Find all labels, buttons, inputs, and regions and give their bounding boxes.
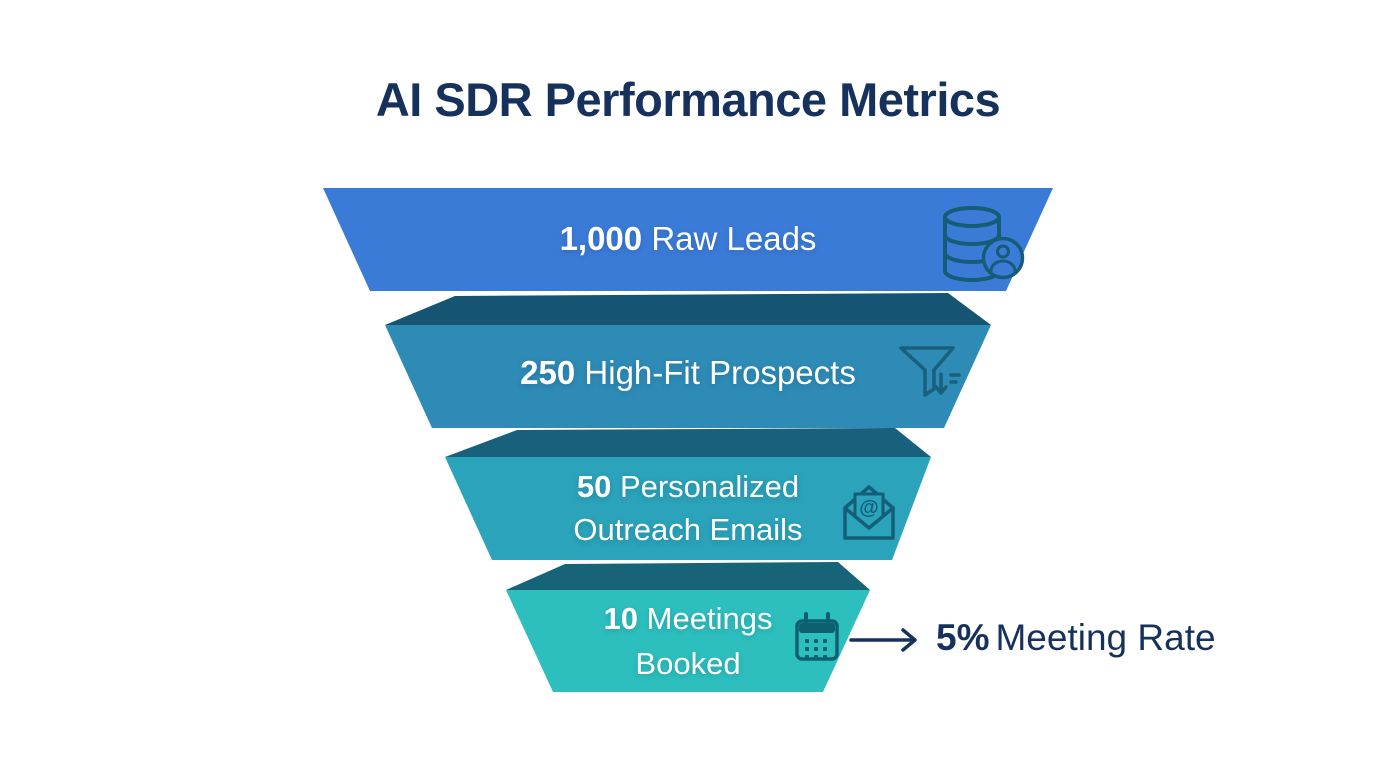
stage-value: 50 xyxy=(576,469,612,504)
calendar-dots xyxy=(805,639,827,659)
at-sign-glyph: @ xyxy=(859,497,879,519)
funnel-stage-4-lid xyxy=(506,562,870,590)
funnel-stage-3-face xyxy=(445,457,931,560)
filter-sort-icon xyxy=(899,346,961,397)
stage-label-outreach-emails: 50 Personalized Outreach Emails xyxy=(523,465,853,552)
funnel-stage-4-face xyxy=(506,590,870,692)
stage-label-meetings-booked: 10 Meetings Booked xyxy=(558,597,818,687)
funnel-stage-3-lid xyxy=(445,428,931,457)
page-title: AI SDR Performance Metrics xyxy=(375,73,1001,126)
stage-value: 1,000 xyxy=(559,220,643,257)
meeting-rate-label: Meeting Rate xyxy=(995,617,1216,658)
meeting-rate-annotation: 5% Meeting Rate xyxy=(936,617,1216,659)
funnel-stage-1-face xyxy=(323,188,1053,291)
stage-text: Raw Leads xyxy=(651,220,817,257)
stage-text: Meetings Booked xyxy=(635,601,773,681)
funnel-stage-2-face xyxy=(385,325,991,428)
meeting-rate-value: 5% xyxy=(936,617,990,658)
stage-value: 250 xyxy=(520,354,576,391)
stage-text: High-Fit Prospects xyxy=(584,354,856,391)
stage-label-high-fit-prospects: 250 High-Fit Prospects xyxy=(388,354,988,392)
funnel-stage-2-lid xyxy=(385,293,991,325)
stage-label-raw-leads: 1,000 Raw Leads xyxy=(438,220,938,258)
stage-text: Personalized Outreach Emails xyxy=(573,469,803,548)
arrow-right-icon xyxy=(849,628,917,652)
database-users-icon xyxy=(943,206,1025,282)
calendar-icon xyxy=(795,612,839,661)
stage-value: 10 xyxy=(603,601,639,636)
email-at-icon: @ xyxy=(843,485,895,540)
